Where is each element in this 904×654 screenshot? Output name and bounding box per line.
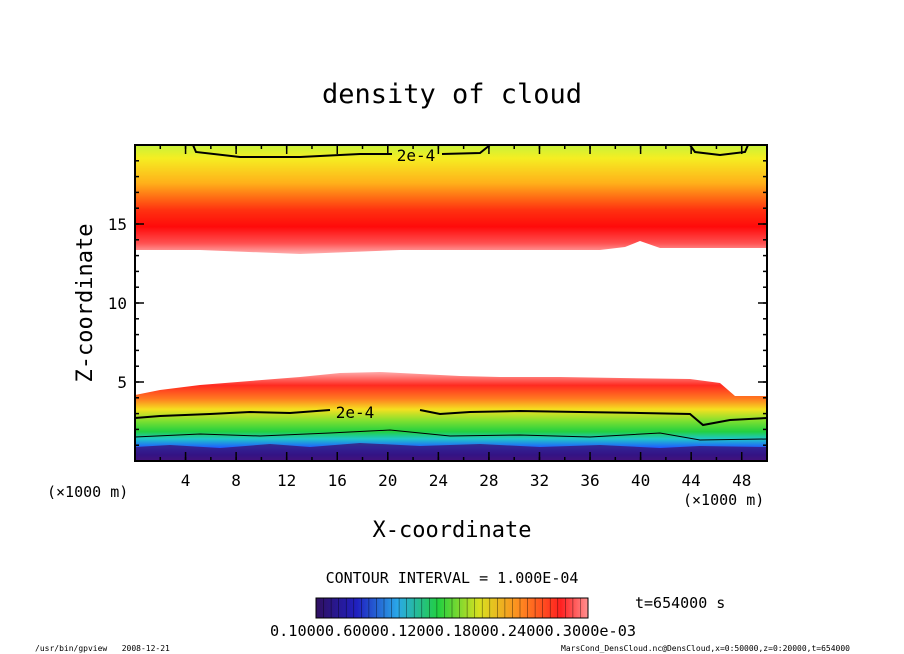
x-tick-label: 32 — [530, 471, 549, 490]
y-tick-label: 15 — [108, 215, 127, 234]
x-tick-label: 36 — [580, 471, 599, 490]
x-tick-label: 48 — [732, 471, 751, 490]
x-tick-label: 8 — [231, 471, 241, 490]
x-tick-label: 16 — [328, 471, 347, 490]
surface-band — [135, 443, 767, 461]
x-axis-title: X-coordinate — [373, 518, 532, 543]
x-tick-label: 24 — [429, 471, 448, 490]
contour-line-thin — [135, 429, 767, 441]
plot-area — [135, 145, 767, 461]
contour-interval: CONTOUR INTERVAL = 1.000E-04 — [326, 569, 579, 587]
y-axis-title: Z-coordinate — [73, 224, 98, 383]
x-axis-unit-left: (×1000 m) — [47, 483, 128, 501]
time-label: t=654000 s — [635, 594, 725, 612]
footer-left: /usr/bin/gpview 2008-12-21 — [35, 644, 170, 653]
x-tick-label: 4 — [181, 471, 191, 490]
upper-cloud-layer — [135, 145, 767, 254]
x-tick-label: 44 — [682, 471, 701, 490]
contour-label-top: 2e-4 — [397, 146, 436, 165]
x-tick-label: 28 — [479, 471, 498, 490]
x-tick-label: 40 — [631, 471, 650, 490]
contour-line-top — [192, 145, 392, 158]
footer-right: MarsCond_DensCloud.nc@DensCloud,x=0:5000… — [561, 644, 850, 653]
lower-cloud-layer — [135, 372, 767, 461]
colorbar-labels: 0.10000.60000.12000.18000.24000.3000e-03 — [270, 622, 636, 640]
x-axis-unit-right: (×1000 m) — [683, 491, 764, 509]
contour-line-bottom-right — [419, 409, 767, 427]
y-tick-label: 10 — [108, 294, 127, 313]
chart-title: density of cloud — [322, 79, 582, 110]
x-tick-label: 12 — [277, 471, 296, 490]
y-tick-label: 5 — [117, 373, 127, 392]
x-tick-label: 20 — [378, 471, 397, 490]
contour-line-top-corner — [689, 145, 749, 157]
contour-line-top-right — [441, 145, 491, 155]
contour-line-bottom — [135, 409, 331, 419]
contour-label-bottom: 2e-4 — [336, 403, 375, 422]
